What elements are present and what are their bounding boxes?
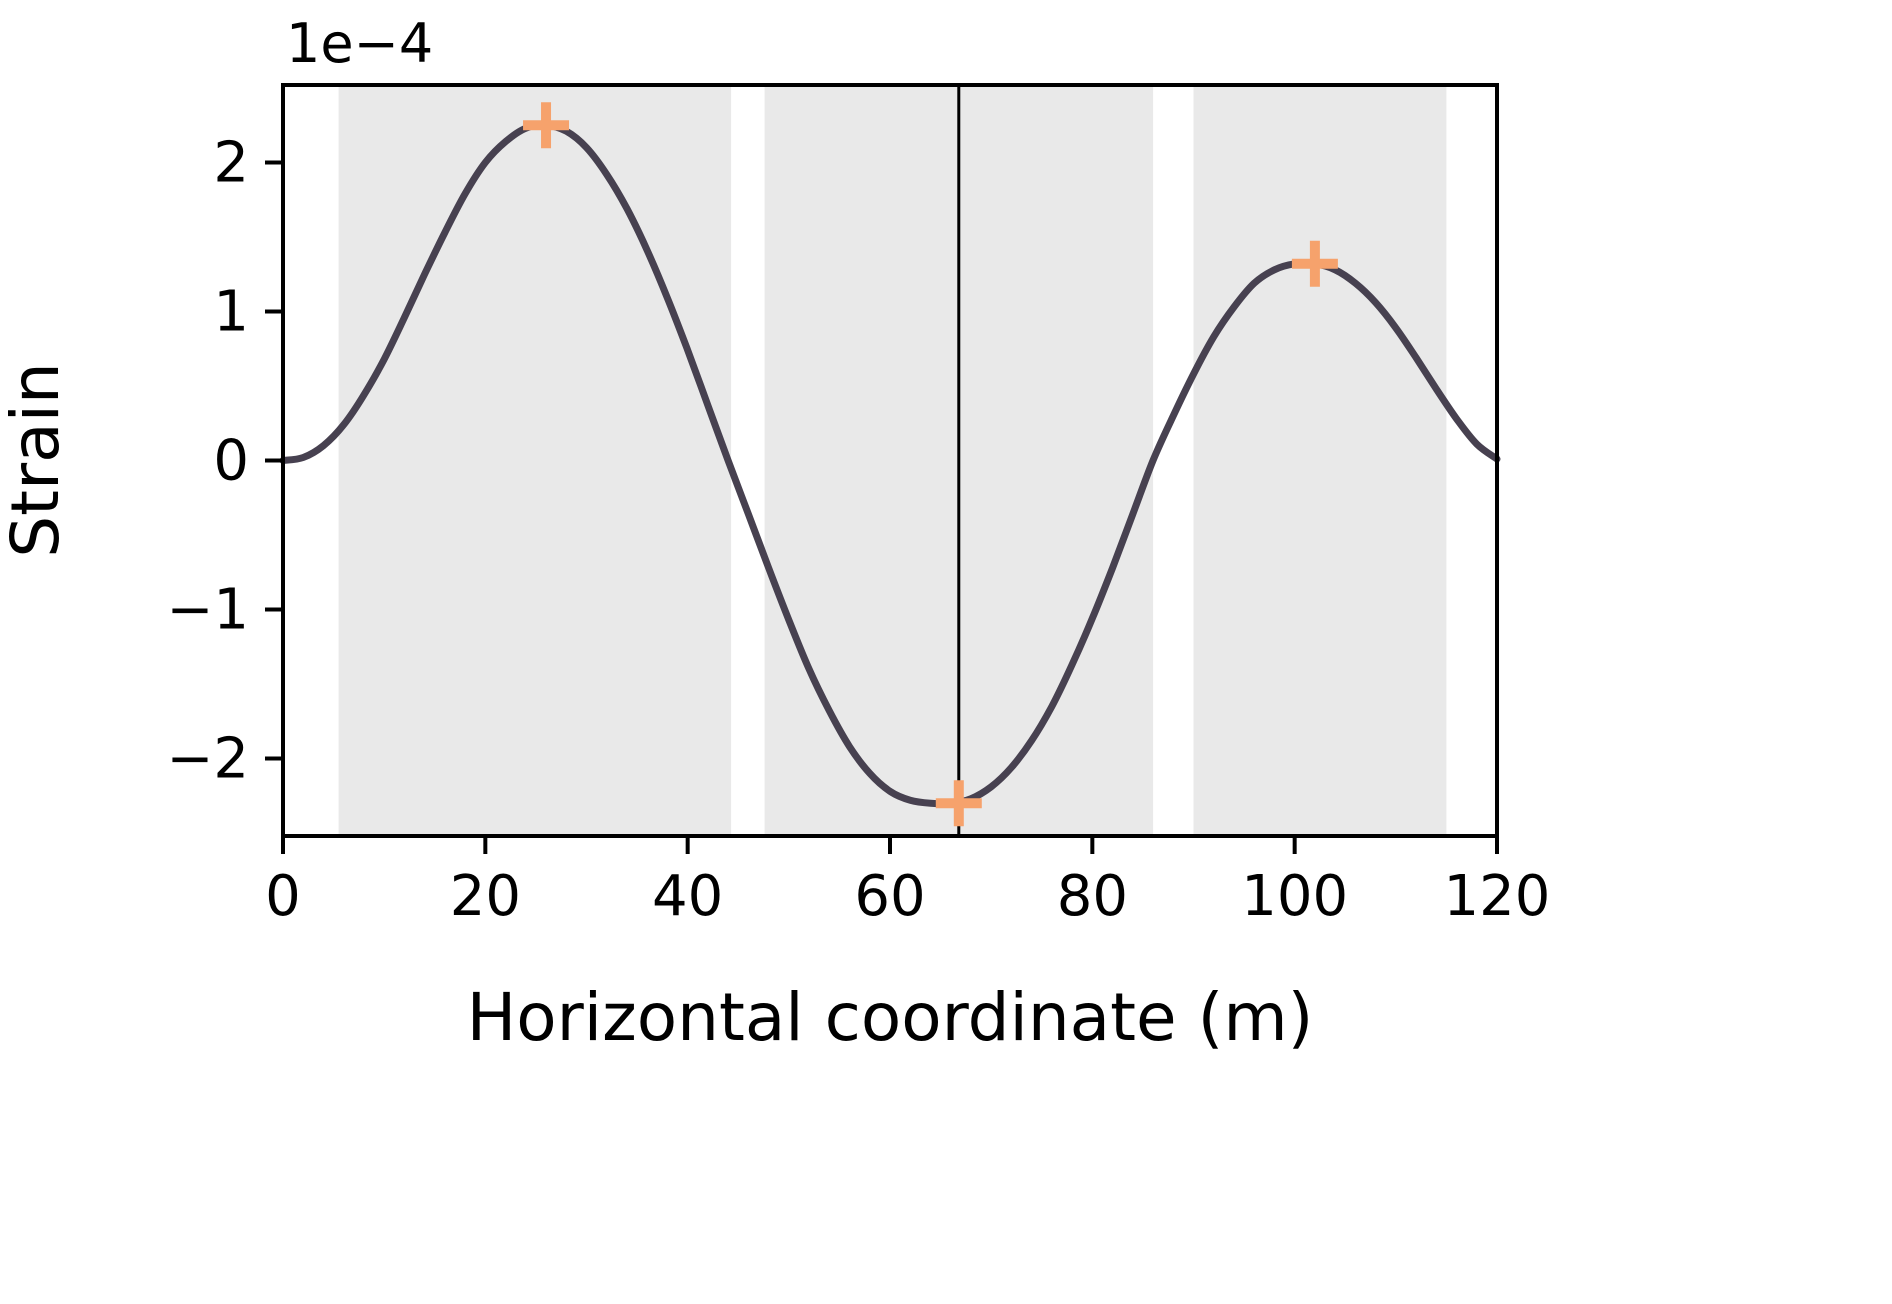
x-tick-label: 100 (1241, 864, 1348, 929)
y-tick-label: −2 (166, 727, 249, 792)
x-tick-label: 20 (450, 864, 521, 929)
x-tick-label: 120 (1444, 864, 1551, 929)
x-tick-label: 80 (1057, 864, 1128, 929)
shaded-band (1193, 85, 1447, 836)
x-tick-label: 40 (652, 864, 723, 929)
y-axis-offset-label: 1e−4 (286, 12, 433, 75)
y-tick-label: −1 (166, 578, 249, 643)
shaded-band (338, 85, 732, 836)
y-tick-label: 2 (213, 130, 249, 195)
x-tick-label: 0 (265, 864, 301, 929)
x-tick-label: 60 (854, 864, 925, 929)
y-tick-label: 0 (213, 429, 249, 494)
y-tick-label: 1 (213, 279, 249, 344)
x-axis-label: Horizontal coordinate (m) (467, 979, 1314, 1056)
y-axis-label: Strain (0, 362, 74, 558)
chart-layers: 0 20 40 60 80 100 120 2 1 0 −1 −2 (166, 83, 1551, 929)
